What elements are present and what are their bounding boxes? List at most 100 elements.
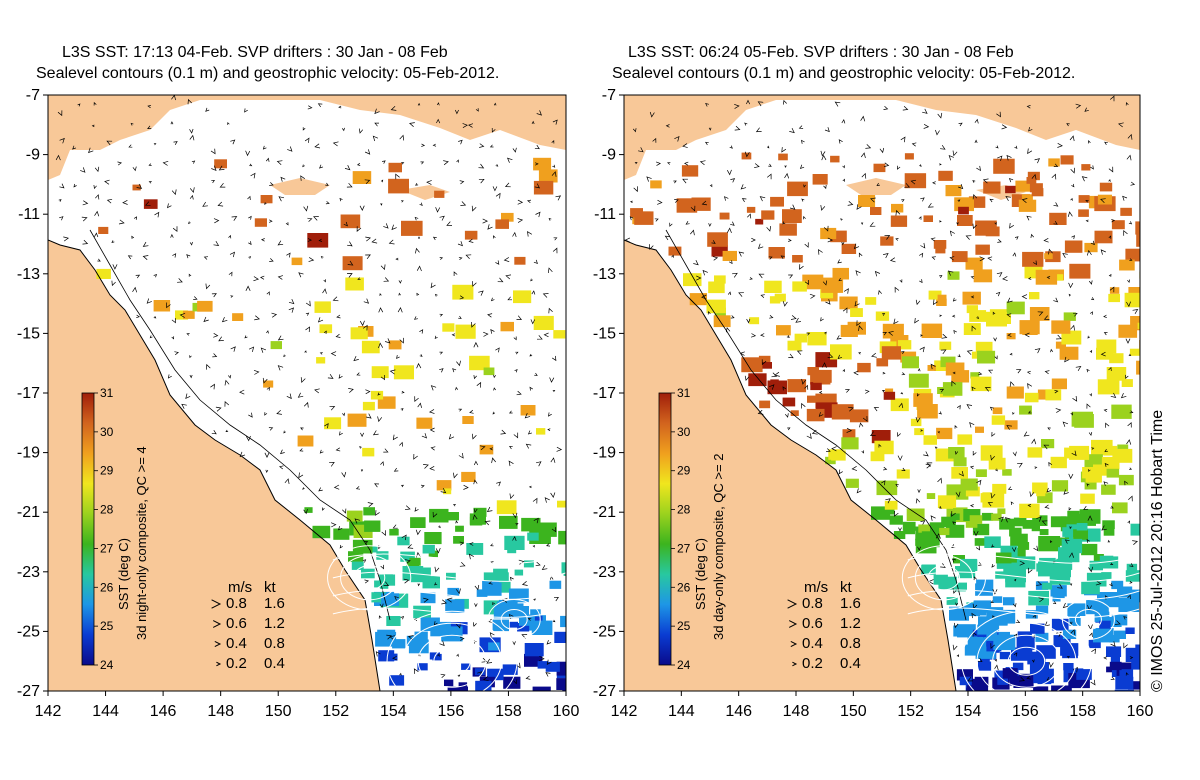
island-land <box>270 178 330 195</box>
colorbar-tick-label: 25 <box>677 619 691 633</box>
map-panel-right: L3S SST: 06:24 05-Feb. SVP drifters : 30… <box>593 44 1154 720</box>
lat-tick-label: -9 <box>602 147 616 164</box>
legend-arrow-sample <box>792 661 798 667</box>
lon-tick-label: 148 <box>207 703 234 720</box>
colorbar-tick-label: 28 <box>677 503 691 517</box>
new-guinea-land <box>624 95 1140 160</box>
colorbar-tick-label: 30 <box>677 425 691 439</box>
lon-tick-label: 152 <box>322 703 349 720</box>
legend-arrow-sample <box>790 640 798 648</box>
legend-header-ms: m/s <box>804 579 828 596</box>
speed-legend: m/s kt 0.8 1.6 0.6 1.2 0.4 0.8 0.2 0.4 <box>211 579 285 672</box>
colorbar-sublabel: 3d night-only composite, QC >= 4 <box>134 446 149 640</box>
colorbar-label: SST (deg C) <box>116 538 131 610</box>
lat-tick-label: -15 <box>593 325 616 342</box>
map-axes: 142 144 146 148 150 152 154 156 158 160 -7 -9 -11 -13… <box>17 87 580 720</box>
lat-tick-label: -13 <box>593 266 616 283</box>
colorbar-gradient <box>82 393 94 665</box>
legend-kt-value: 1.6 <box>840 595 861 612</box>
lon-tick-label: 158 <box>1069 703 1096 720</box>
lon-tick-label: 156 <box>1012 703 1039 720</box>
legend-ms-value: 0.8 <box>226 595 247 612</box>
colorbar-tick-label: 31 <box>100 386 114 400</box>
lon-tick-label: 160 <box>1127 703 1154 720</box>
lon-tick-label: 142 <box>35 703 62 720</box>
colorbar-tick-label: 29 <box>677 464 691 478</box>
lat-tick-label: -9 <box>26 147 40 164</box>
lon-tick-label: 146 <box>150 703 177 720</box>
lat-tick-label: -17 <box>17 385 40 402</box>
sealevel-contours <box>327 545 566 691</box>
velocity-vectors <box>55 95 563 685</box>
coastline <box>624 239 957 691</box>
legend-header-kt: kt <box>840 579 853 596</box>
lat-tick-label: -11 <box>594 206 616 223</box>
lon-tick-label: 154 <box>380 703 407 720</box>
legend-kt-value: 1.2 <box>264 615 285 632</box>
lon-tick-label: 150 <box>840 703 867 720</box>
colorbar-tick-label: 26 <box>677 580 691 594</box>
colorbar-tick-label: 25 <box>100 619 114 633</box>
map-axes: 142 144 146 148 150 152 154 156 158 160 -7 -9 -11 -13… <box>593 87 1154 720</box>
credit-text: © IMOS 25-Jul-2012 20:16 Hobart Time <box>1149 410 1166 692</box>
island-land <box>846 178 906 195</box>
legend-ms-value: 0.4 <box>226 635 247 652</box>
lat-tick-label: -25 <box>593 623 616 640</box>
lat-tick-label: -15 <box>17 325 40 342</box>
reef-outline <box>665 229 967 621</box>
colorbar-tick-label: 24 <box>677 658 691 672</box>
sealevel-contours <box>901 545 1140 691</box>
lat-tick-label: -23 <box>17 564 40 581</box>
lon-tick-label: 146 <box>725 703 752 720</box>
lon-tick-label: 150 <box>265 703 292 720</box>
lat-tick-label: -11 <box>18 206 40 223</box>
colorbar-tick-label: 29 <box>100 464 114 478</box>
legend-ms-value: 0.6 <box>226 615 247 632</box>
legend-ms-value: 0.8 <box>802 595 823 612</box>
panel-title-line1: L3S SST: 06:24 05-Feb. SVP drifters : 30… <box>628 44 1014 61</box>
legend-arrow-sample <box>787 599 798 609</box>
panel-title-line2: Sealevel contours (0.1 m) and geostrophi… <box>36 65 499 82</box>
lon-tick-label: 152 <box>897 703 924 720</box>
lon-tick-label: 144 <box>668 703 695 720</box>
lon-tick-label: 156 <box>438 703 465 720</box>
lat-tick-label: -23 <box>593 564 616 581</box>
map-panel-left: L3S SST: 17:13 04-Feb. SVP drifters : 30… <box>17 44 580 720</box>
colorbar: 31 30 29 28 27 26 25 24 SST (deg C) 3d night-on… <box>81 386 149 672</box>
lat-tick-label: -21 <box>593 504 616 521</box>
lat-tick-label: -27 <box>593 683 616 700</box>
colorbar: 31 30 29 28 27 26 25 24 SST (deg C) 3d day-only… <box>658 386 726 672</box>
lon-tick-label: 142 <box>611 703 638 720</box>
legend-arrow-sample <box>216 661 222 667</box>
lat-tick-label: -19 <box>17 445 40 462</box>
lat-tick-label: -7 <box>26 87 40 104</box>
legend-kt-value: 1.2 <box>840 615 861 632</box>
lat-tick-label: -19 <box>593 445 616 462</box>
lon-tick-label: 160 <box>553 703 580 720</box>
lat-tick-label: -21 <box>17 504 40 521</box>
colorbar-tick-label: 27 <box>677 541 691 555</box>
legend-kt-value: 0.8 <box>264 635 285 652</box>
legend-header-ms: m/s <box>228 579 252 596</box>
panel-title-line1: L3S SST: 17:13 04-Feb. SVP drifters : 30… <box>62 44 448 61</box>
legend-ms-value: 0.4 <box>802 635 823 652</box>
sst-data-layer <box>96 157 566 691</box>
legend-arrow-sample <box>214 640 222 648</box>
lon-tick-label: 158 <box>495 703 522 720</box>
lon-tick-label: 144 <box>92 703 119 720</box>
legend-arrow-sample <box>788 620 798 628</box>
legend-kt-value: 0.8 <box>840 635 861 652</box>
lat-tick-label: -13 <box>17 266 40 283</box>
reef-outline <box>89 229 391 621</box>
colorbar-tick-label: 24 <box>100 658 114 672</box>
lon-tick-label: 148 <box>783 703 810 720</box>
legend-arrow-sample <box>211 599 222 609</box>
colorbar-tick-label: 28 <box>100 503 114 517</box>
legend-ms-value: 0.2 <box>802 655 823 672</box>
colorbar-tick-label: 27 <box>100 541 114 555</box>
legend-kt-value: 1.6 <box>264 595 285 612</box>
colorbar-label: SST (deg C) <box>693 538 708 610</box>
velocity-vectors <box>624 95 1139 686</box>
colorbar-tick-label: 31 <box>677 386 691 400</box>
